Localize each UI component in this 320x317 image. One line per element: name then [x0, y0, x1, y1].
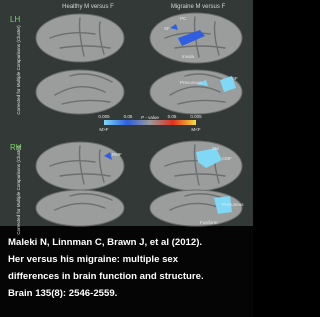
region-label: PC	[180, 16, 187, 21]
caption-line: differences in brain function and struct…	[8, 271, 204, 282]
caption-line: Her versus his migraine: multiple sex	[8, 254, 179, 265]
colorbar-tick: 0.005	[190, 114, 202, 119]
region-label: Precuneus	[180, 80, 202, 85]
caption-line: Brain 135(8): 2546-2559.	[8, 288, 117, 299]
region-label: Insula	[182, 54, 195, 59]
side-label: Corrected for Multiple Comparisons (Clus…	[16, 25, 21, 115]
region-label: Precuneus	[222, 202, 244, 207]
region-label: SF	[164, 26, 170, 31]
region-label: SM	[212, 146, 219, 151]
colorbar-end-label: M>F	[99, 127, 108, 132]
colorbar-end-label: M<F	[191, 127, 200, 132]
colorbar-tick: 0.005	[98, 114, 110, 119]
region-label: CMF	[222, 156, 232, 161]
caption-line: Maleki N, Linnman C, Brawn J, et al (201…	[8, 237, 202, 248]
page: {"figure": { "column_headers": ["Healthy…	[0, 0, 253, 317]
figure: Healthy M versus F Migraine M versus F L…	[0, 0, 253, 317]
colorbar-title: P - value	[141, 115, 159, 120]
hemisphere-label: LH	[10, 15, 20, 24]
region-label: SF	[232, 76, 238, 81]
colorbar-tick: 0.05	[168, 114, 177, 119]
region-label: Fusiform	[200, 220, 218, 225]
side-label: Corrected for Multiple Comparisons (Clus…	[16, 145, 21, 235]
region-label: RMF	[112, 152, 122, 157]
colorbar-tick: 0.05	[124, 114, 133, 119]
column-header: Migraine M versus F	[171, 4, 226, 10]
column-header: Healthy M versus F	[62, 4, 114, 10]
